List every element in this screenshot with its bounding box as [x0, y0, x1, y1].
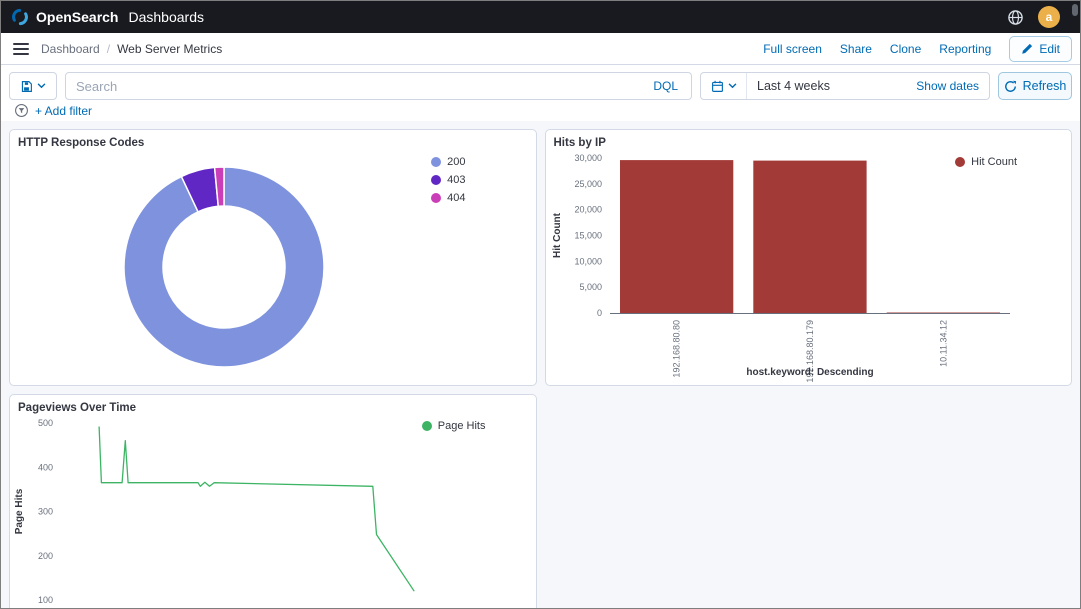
refresh-icon	[1004, 80, 1016, 92]
full-screen-link[interactable]: Full screen	[763, 41, 822, 56]
global-header: OpenSearch Dashboards a	[1, 1, 1080, 33]
svg-text:Page Hits: Page Hits	[14, 488, 25, 534]
svg-text:100: 100	[38, 595, 53, 605]
line-chart-svg[interactable]: 100 200 300 400 500 Page Hits	[10, 419, 527, 609]
query-language-button[interactable]: DQL	[640, 79, 691, 93]
svg-text:192.168.80.80: 192.168.80.80	[671, 320, 681, 378]
show-dates-link[interactable]: Show dates	[916, 79, 979, 93]
panel-title: Hits by IP	[553, 137, 606, 149]
donut-slice-404[interactable]	[213, 166, 225, 208]
panel-title: Pageviews Over Time	[18, 402, 137, 414]
svg-text:host.keyword: Descending: host.keyword: Descending	[746, 367, 873, 378]
legend-item-Hit Count[interactable]: Hit Count	[955, 156, 1017, 168]
legend-item-200[interactable]: 200	[431, 156, 466, 168]
empty-grid-cell	[545, 394, 1073, 608]
brand-secondary: Dashboards	[128, 9, 204, 25]
svg-text:500: 500	[38, 419, 53, 428]
svg-text:20,000: 20,000	[574, 205, 602, 215]
donut-slice-200[interactable]	[123, 166, 325, 368]
refresh-button[interactable]: Refresh	[998, 72, 1072, 100]
svg-text:25,000: 25,000	[574, 179, 602, 189]
save-query-icon	[21, 80, 32, 92]
legend-dot	[955, 157, 966, 167]
clone-link[interactable]: Clone	[889, 41, 922, 56]
brand[interactable]: OpenSearch Dashboards	[11, 8, 204, 26]
legend-dot	[431, 157, 442, 167]
header-actions: a	[1007, 6, 1070, 28]
share-link[interactable]: Share	[839, 41, 872, 56]
donut-legend: 200 403 404	[431, 156, 466, 204]
legend-item-404[interactable]: 404	[431, 192, 466, 204]
chevron-down-icon	[37, 83, 46, 89]
bar-chart-svg[interactable]: 0 5,000 10,000 15,000 20,000 25,000 30,000 192.…	[546, 154, 1063, 386]
breadcrumb-current: Web Server Metrics	[117, 41, 223, 56]
svg-text:192.168.80.179: 192.168.80.179	[805, 320, 815, 383]
legend-item-Page Hits[interactable]: Page Hits	[421, 420, 486, 432]
help-icon[interactable]	[1007, 9, 1024, 26]
legend-item-403[interactable]: 403	[431, 174, 466, 186]
legend-label: 403	[447, 174, 466, 186]
add-filter-link[interactable]: + Add filter	[35, 103, 93, 118]
breadcrumb-dashboard[interactable]: Dashboard	[41, 41, 100, 56]
svg-text:200: 200	[38, 551, 53, 561]
line-legend: Page Hits	[421, 420, 486, 432]
avatar-initial: a	[1045, 10, 1053, 24]
date-range-value[interactable]: Last 4 weeks	[757, 79, 830, 93]
saved-query-button[interactable]	[9, 72, 57, 100]
scrollbar-thumb[interactable]	[1072, 4, 1078, 16]
search-box: DQL	[65, 72, 692, 100]
legend-label: 200	[447, 156, 466, 168]
edit-button[interactable]: Edit	[1009, 35, 1072, 62]
svg-text:0: 0	[596, 308, 601, 318]
brand-primary: OpenSearch	[36, 9, 119, 25]
bar-legend: Hit Count	[955, 156, 1017, 168]
bar-192.168.80.80[interactable]	[619, 160, 733, 313]
date-picker: Last 4 weeks Show dates	[700, 72, 990, 100]
panel-hits-by-ip: Hits by IP 0 5,000 10,000 15,000 20,000 25,00…	[544, 129, 1072, 386]
dashboard-grid: HTTP Response Codes 200 403 404 Hits by IP…	[1, 121, 1080, 609]
query-bar: DQL Last 4 weeks Show dates	[1, 65, 1080, 121]
breadcrumb-separator: /	[106, 41, 111, 56]
svg-text:15,000: 15,000	[574, 231, 602, 241]
reporting-link[interactable]: Reporting	[939, 41, 992, 56]
calendar-icon	[711, 80, 723, 92]
legend-dot	[421, 421, 432, 431]
svg-text:400: 400	[38, 462, 53, 472]
menu-button[interactable]	[1, 33, 41, 64]
opensearch-logo-icon	[12, 8, 28, 26]
svg-text:10.11.34.12: 10.11.34.12	[938, 320, 948, 367]
bar-10.11.34.12[interactable]	[886, 312, 1000, 314]
legend-label: Hit Count	[971, 156, 1017, 168]
svg-text:5,000: 5,000	[579, 282, 602, 292]
svg-text:10,000: 10,000	[574, 256, 602, 266]
svg-text:30,000: 30,000	[574, 154, 602, 163]
filter-icon[interactable]	[14, 103, 29, 118]
legend-dot	[431, 193, 442, 203]
user-avatar[interactable]: a	[1038, 6, 1060, 28]
breadcrumb: Dashboard / Web Server Metrics	[41, 42, 222, 56]
hamburger-icon	[13, 42, 29, 55]
pencil-icon	[1022, 43, 1033, 54]
panel-http-response-codes: HTTP Response Codes 200 403 404	[9, 129, 537, 386]
svg-text:Hit Count: Hit Count	[552, 212, 563, 258]
legend-label: 404	[447, 192, 466, 204]
page-hits-line[interactable]	[98, 426, 415, 592]
edit-button-label: Edit	[1039, 41, 1060, 56]
bar-192.168.80.179[interactable]	[752, 160, 867, 313]
chevron-down-icon	[728, 83, 736, 89]
donut-chart-svg[interactable]	[10, 154, 440, 380]
dashboard-navbar: Dashboard / Web Server Metrics Full scre…	[1, 33, 1080, 65]
search-input[interactable]	[66, 78, 641, 94]
panel-pageviews-over-time: Pageviews Over Time 100 200 300 400 500 Page …	[9, 394, 537, 609]
legend-label: Page Hits	[437, 420, 486, 432]
date-quick-select-button[interactable]	[701, 73, 747, 99]
panel-title: HTTP Response Codes	[18, 137, 145, 149]
legend-dot	[431, 175, 442, 185]
refresh-button-label: Refresh	[1022, 79, 1067, 93]
svg-text:300: 300	[38, 507, 53, 517]
nav-actions: Full screen Share Clone Reporting Edit	[763, 35, 1072, 62]
